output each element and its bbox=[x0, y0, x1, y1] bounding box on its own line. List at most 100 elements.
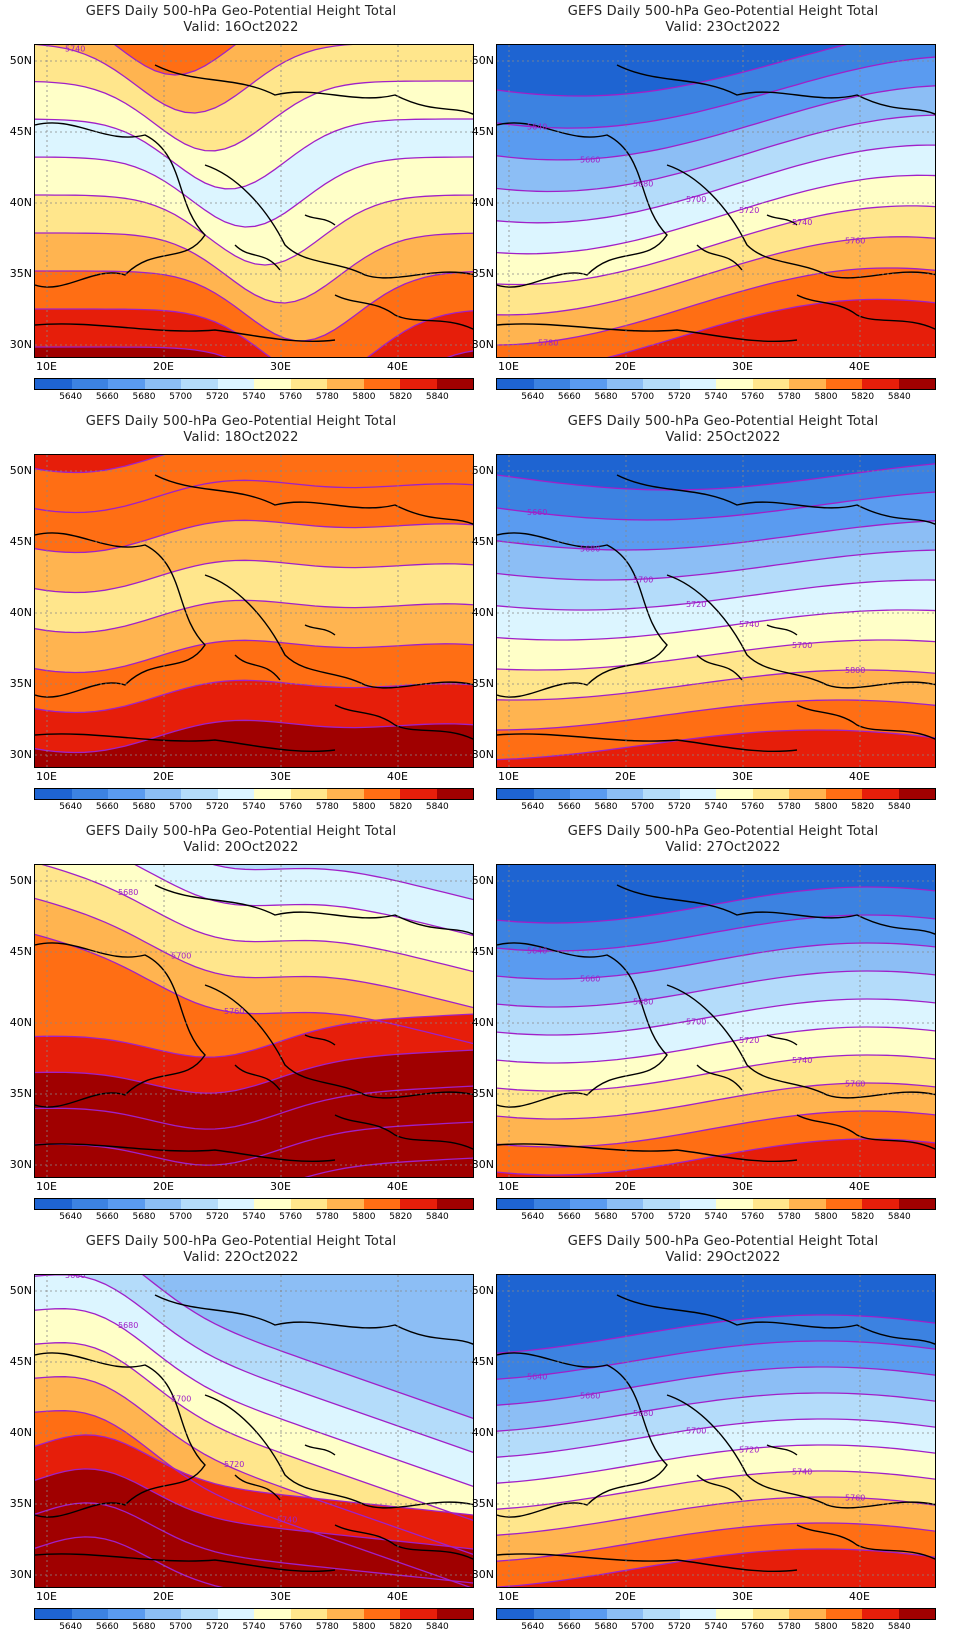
contour-line bbox=[497, 699, 935, 731]
height-band bbox=[497, 1367, 935, 1432]
colorbar-label: 5740 bbox=[704, 392, 728, 402]
coastline bbox=[616, 474, 935, 525]
colorbar-swatch bbox=[679, 1609, 716, 1619]
colorbar-label: 5700 bbox=[169, 1622, 193, 1632]
colorbar-swatch bbox=[825, 1199, 862, 1209]
height-band bbox=[35, 1275, 473, 1453]
coastline bbox=[796, 1114, 935, 1150]
colorbar-label: 5720 bbox=[667, 1622, 691, 1632]
colorbar-swatch bbox=[898, 379, 935, 389]
contour-line bbox=[497, 85, 935, 161]
lon-tick-label: 40E bbox=[387, 360, 408, 373]
contour-line bbox=[35, 45, 353, 114]
colorbar-swatch bbox=[71, 1199, 108, 1209]
lon-tick-label: 30E bbox=[732, 770, 753, 783]
colorbar-label: 5720 bbox=[205, 802, 229, 812]
contour-line bbox=[497, 491, 935, 521]
colorbar-swatch bbox=[327, 789, 364, 799]
height-band bbox=[497, 205, 935, 315]
contour-label: 5680 bbox=[118, 1321, 138, 1330]
coastline bbox=[666, 984, 935, 1099]
contour-label: 5680 bbox=[633, 1409, 653, 1418]
lat-tick-label: 40N bbox=[471, 196, 494, 209]
contour-label: 5640 bbox=[527, 1373, 547, 1382]
contour-line bbox=[497, 1392, 935, 1432]
contour-line bbox=[497, 609, 935, 641]
contour-line bbox=[497, 729, 935, 761]
colorbar-swatch bbox=[570, 1609, 607, 1619]
contour-line bbox=[35, 1410, 472, 1587]
colorbar-swatch bbox=[862, 1199, 899, 1209]
contour-label: 5680 bbox=[633, 180, 653, 189]
coastline bbox=[204, 1394, 473, 1509]
colorbar-swatch bbox=[862, 789, 899, 799]
height-band bbox=[497, 1055, 935, 1119]
contour-line bbox=[35, 559, 473, 594]
coastline bbox=[234, 1444, 336, 1501]
colorbar-swatch bbox=[254, 1199, 291, 1209]
colorbar-swatch bbox=[752, 1199, 789, 1209]
height-band bbox=[497, 1419, 935, 1484]
height-band bbox=[497, 1341, 935, 1406]
colorbar-swatch bbox=[789, 789, 826, 799]
colorbar-swatch bbox=[181, 789, 218, 799]
colorbar-label: 5660 bbox=[557, 392, 581, 402]
coastline bbox=[334, 1524, 473, 1560]
lon-tick-label: 10E bbox=[498, 1180, 519, 1193]
colorbar-swatch bbox=[217, 1609, 254, 1619]
panel-title-line: GEFS Daily 500-hPa Geo-Potential Height … bbox=[85, 824, 397, 839]
lat-tick-label: 45N bbox=[9, 125, 32, 138]
colorbar-swatch bbox=[363, 379, 400, 389]
height-band bbox=[35, 520, 473, 593]
contour-label: 5780 bbox=[538, 339, 558, 348]
colorbar-label: 5760 bbox=[279, 1622, 303, 1632]
coastline bbox=[796, 704, 935, 740]
colorbar bbox=[34, 1608, 474, 1620]
lon-tick-label: 40E bbox=[387, 1590, 408, 1603]
coastline bbox=[616, 884, 935, 935]
colorbar-label: 5820 bbox=[389, 392, 413, 402]
lat-tick-label: 45N bbox=[471, 535, 494, 548]
colorbar-label: 5840 bbox=[425, 1212, 449, 1222]
lon-tick-label: 20E bbox=[615, 770, 636, 783]
coastline bbox=[234, 1034, 336, 1091]
colorbar-label: 5780 bbox=[777, 802, 801, 812]
height-band bbox=[35, 1308, 473, 1521]
lon-tick-label: 30E bbox=[732, 1180, 753, 1193]
contour-label: 5760 bbox=[845, 1079, 865, 1088]
height-band bbox=[306, 1158, 473, 1177]
coastline bbox=[154, 1294, 473, 1345]
height-band bbox=[35, 1342, 473, 1555]
contour-map: 5640 5660 5680 5700 5720 5740 5760 bbox=[497, 865, 935, 1177]
colorbar-swatch bbox=[679, 789, 716, 799]
lon-tick-label: 40E bbox=[849, 770, 870, 783]
map-area: 5660 5680 5700 5720 5740 bbox=[34, 1274, 474, 1588]
colorbar-label: 5820 bbox=[389, 802, 413, 812]
coastline bbox=[234, 624, 336, 681]
panel-valid-date: Valid: 29Oct2022 bbox=[665, 1250, 781, 1265]
colorbar-swatch bbox=[643, 789, 680, 799]
contour-line bbox=[35, 1502, 473, 1584]
lat-tick-label: 40N bbox=[471, 606, 494, 619]
coastline bbox=[616, 1294, 935, 1345]
height-band bbox=[35, 1086, 473, 1166]
height-band bbox=[35, 455, 473, 513]
colorbar-label: 5720 bbox=[667, 802, 691, 812]
colorbar-label: 5680 bbox=[594, 802, 618, 812]
colorbar-swatch bbox=[789, 1609, 826, 1619]
panel-valid-date: Valid: 20Oct2022 bbox=[183, 840, 299, 855]
lon-tick-label: 30E bbox=[732, 360, 753, 373]
coastline bbox=[616, 64, 935, 115]
height-band bbox=[497, 175, 935, 285]
colorbar-swatch bbox=[254, 379, 291, 389]
coastline bbox=[35, 323, 336, 343]
lon-tick-label: 20E bbox=[615, 1180, 636, 1193]
coastline bbox=[35, 733, 336, 753]
contour-label: 5640 bbox=[527, 122, 547, 131]
height-band bbox=[497, 1445, 935, 1510]
height-band bbox=[497, 1471, 935, 1536]
contour-line bbox=[497, 1340, 935, 1380]
colorbar-swatch bbox=[570, 1199, 607, 1209]
colorbar-label: 5640 bbox=[59, 1212, 83, 1222]
